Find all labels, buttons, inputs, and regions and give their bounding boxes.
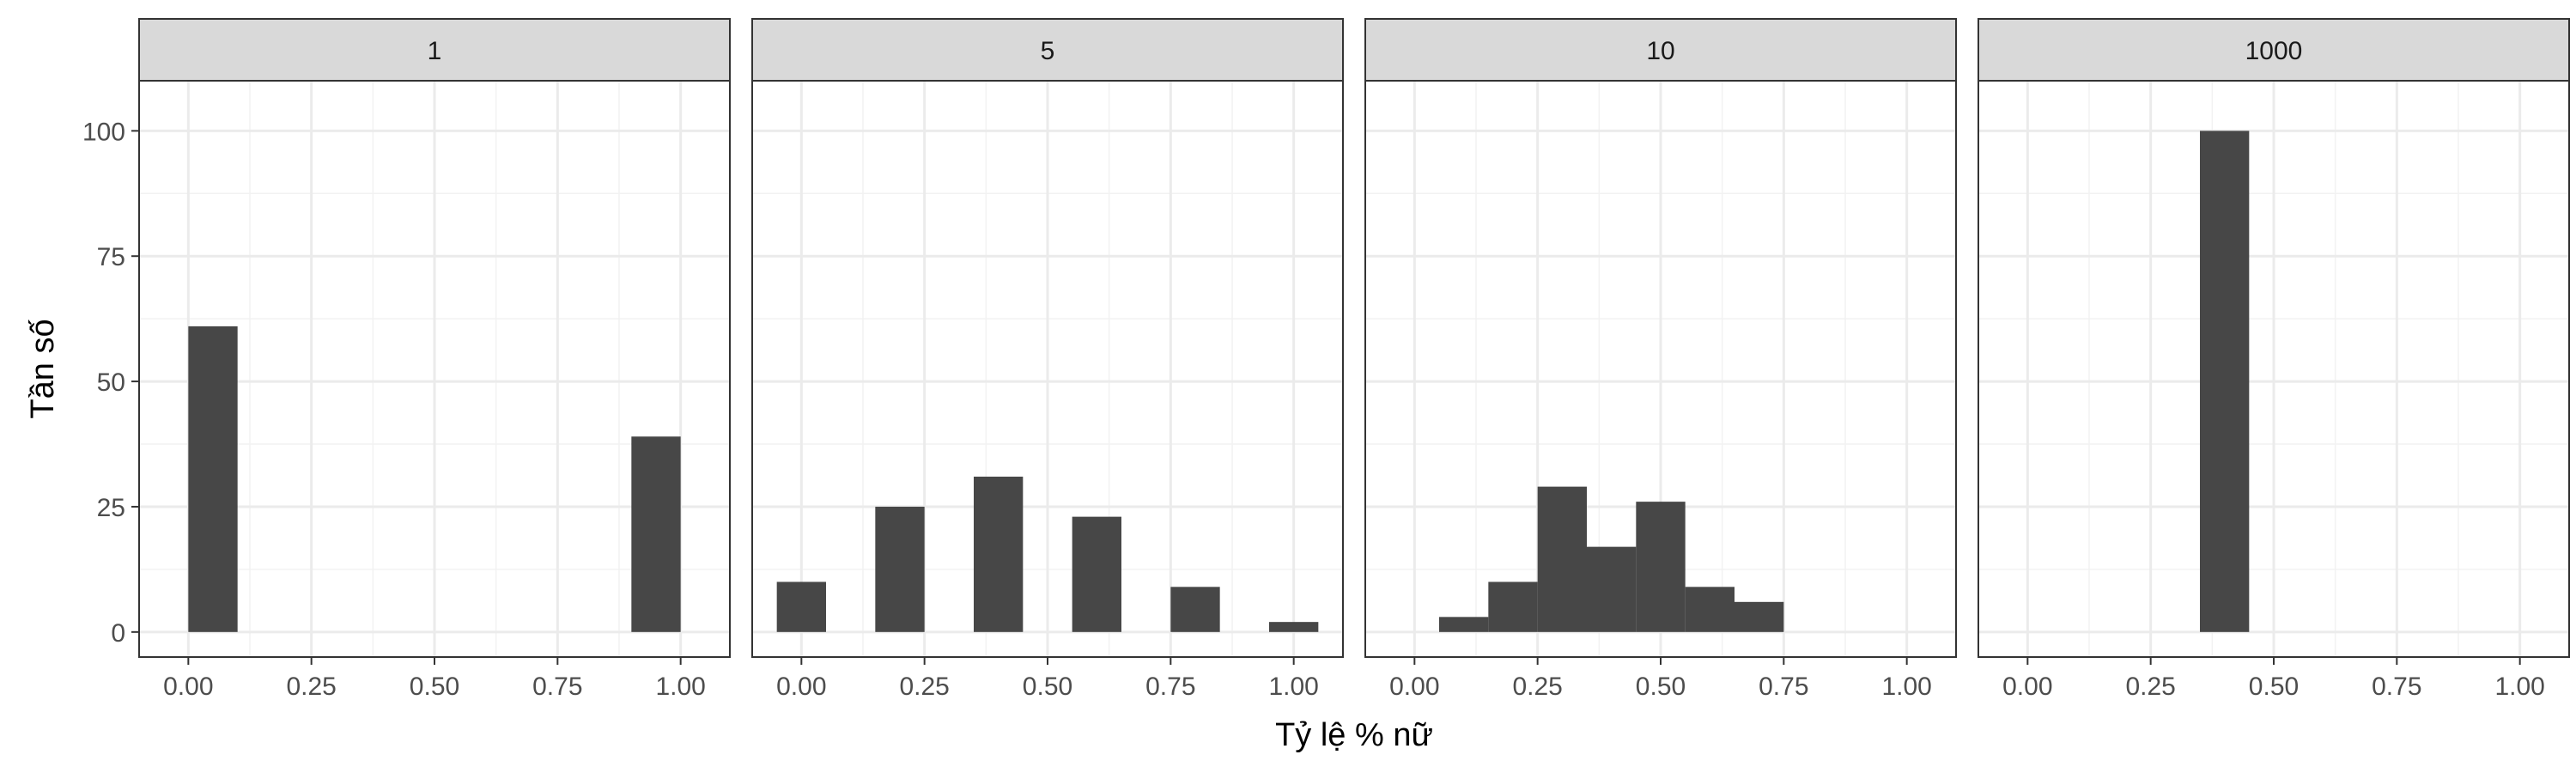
y-tick-label: 100 xyxy=(82,118,125,146)
histogram-bar xyxy=(188,326,238,632)
x-tick-label: 1.00 xyxy=(2494,673,2544,701)
facet-panels: 1 0.00 0.25 0.50 0.75 1.00 5 0.00 0.25 0.50 0.75 1.… xyxy=(138,18,2570,701)
x-tick-label: 0.75 xyxy=(1759,673,1808,701)
facet-strip-label: 1000 xyxy=(2245,37,2303,65)
histogram-bar xyxy=(1439,617,1489,632)
x-tick-label: 0.50 xyxy=(1023,673,1072,701)
x-tick-label: 0.00 xyxy=(163,673,213,701)
histogram-bar xyxy=(974,476,1024,632)
histogram-bar xyxy=(1488,581,1538,632)
y-tick-label: 75 xyxy=(97,243,125,271)
facet-strip-label: 10 xyxy=(1646,37,1674,65)
x-tick-label: 0.50 xyxy=(2249,673,2299,701)
x-tick-label: 0.25 xyxy=(286,673,336,701)
facet-panel: 1 0.00 0.25 0.50 0.75 1.00 xyxy=(138,18,731,701)
x-tick-label: 0.50 xyxy=(1636,673,1686,701)
y-axis: 0 25 50 75 100 xyxy=(82,118,139,648)
y-tick-label: 0 xyxy=(111,619,125,648)
x-tick-label: 0.00 xyxy=(1389,673,1439,701)
x-tick-label: 0.75 xyxy=(1145,673,1195,701)
histogram-bar xyxy=(2200,131,2250,632)
facet-strip-label: 5 xyxy=(1041,37,1055,65)
x-tick-label: 1.00 xyxy=(655,673,705,701)
facet-strip xyxy=(1978,18,2570,82)
histogram-bar xyxy=(1537,486,1587,632)
histogram-bar xyxy=(1072,516,1121,632)
histogram-bar xyxy=(776,581,826,632)
x-tick-label: 0.50 xyxy=(410,673,459,701)
facet-strip xyxy=(138,18,731,82)
facet-panel: 1000 0.00 0.25 0.50 0.75 1.00 xyxy=(1978,18,2570,701)
x-tick-label: 0.00 xyxy=(776,673,826,701)
histogram-bar xyxy=(875,506,925,632)
histogram-bar xyxy=(1170,587,1220,632)
x-tick-label: 0.75 xyxy=(532,673,582,701)
histogram-bar xyxy=(1685,587,1735,632)
x-tick-label: 0.00 xyxy=(2002,673,2052,701)
histogram-bar xyxy=(1735,601,1784,632)
y-tick-label: 50 xyxy=(97,368,125,397)
x-axis-title: Tỷ lệ % nữ xyxy=(1275,717,1433,753)
facet-strip xyxy=(1364,18,1957,82)
facet-panel: 10 0.00 0.25 0.50 0.75 1.00 xyxy=(1364,18,1957,701)
histogram-bar xyxy=(1587,546,1637,632)
facet-strip xyxy=(751,18,1344,82)
x-tick-label: 0.25 xyxy=(2125,673,2175,701)
facet-strip-label: 1 xyxy=(428,37,442,65)
x-tick-label: 0.25 xyxy=(899,673,949,701)
histogram-bar xyxy=(1269,622,1319,632)
y-axis-title: Tần số xyxy=(25,319,61,418)
x-tick-label: 0.25 xyxy=(1512,673,1562,701)
y-tick-label: 25 xyxy=(97,494,125,522)
histogram-bar xyxy=(1636,502,1686,632)
x-tick-label: 1.00 xyxy=(1881,673,1931,701)
x-tick-label: 0.75 xyxy=(2372,673,2421,701)
x-tick-label: 1.00 xyxy=(1268,673,1318,701)
histogram-bar xyxy=(631,436,681,632)
facet-panel: 5 0.00 0.25 0.50 0.75 1.00 xyxy=(751,18,1344,701)
